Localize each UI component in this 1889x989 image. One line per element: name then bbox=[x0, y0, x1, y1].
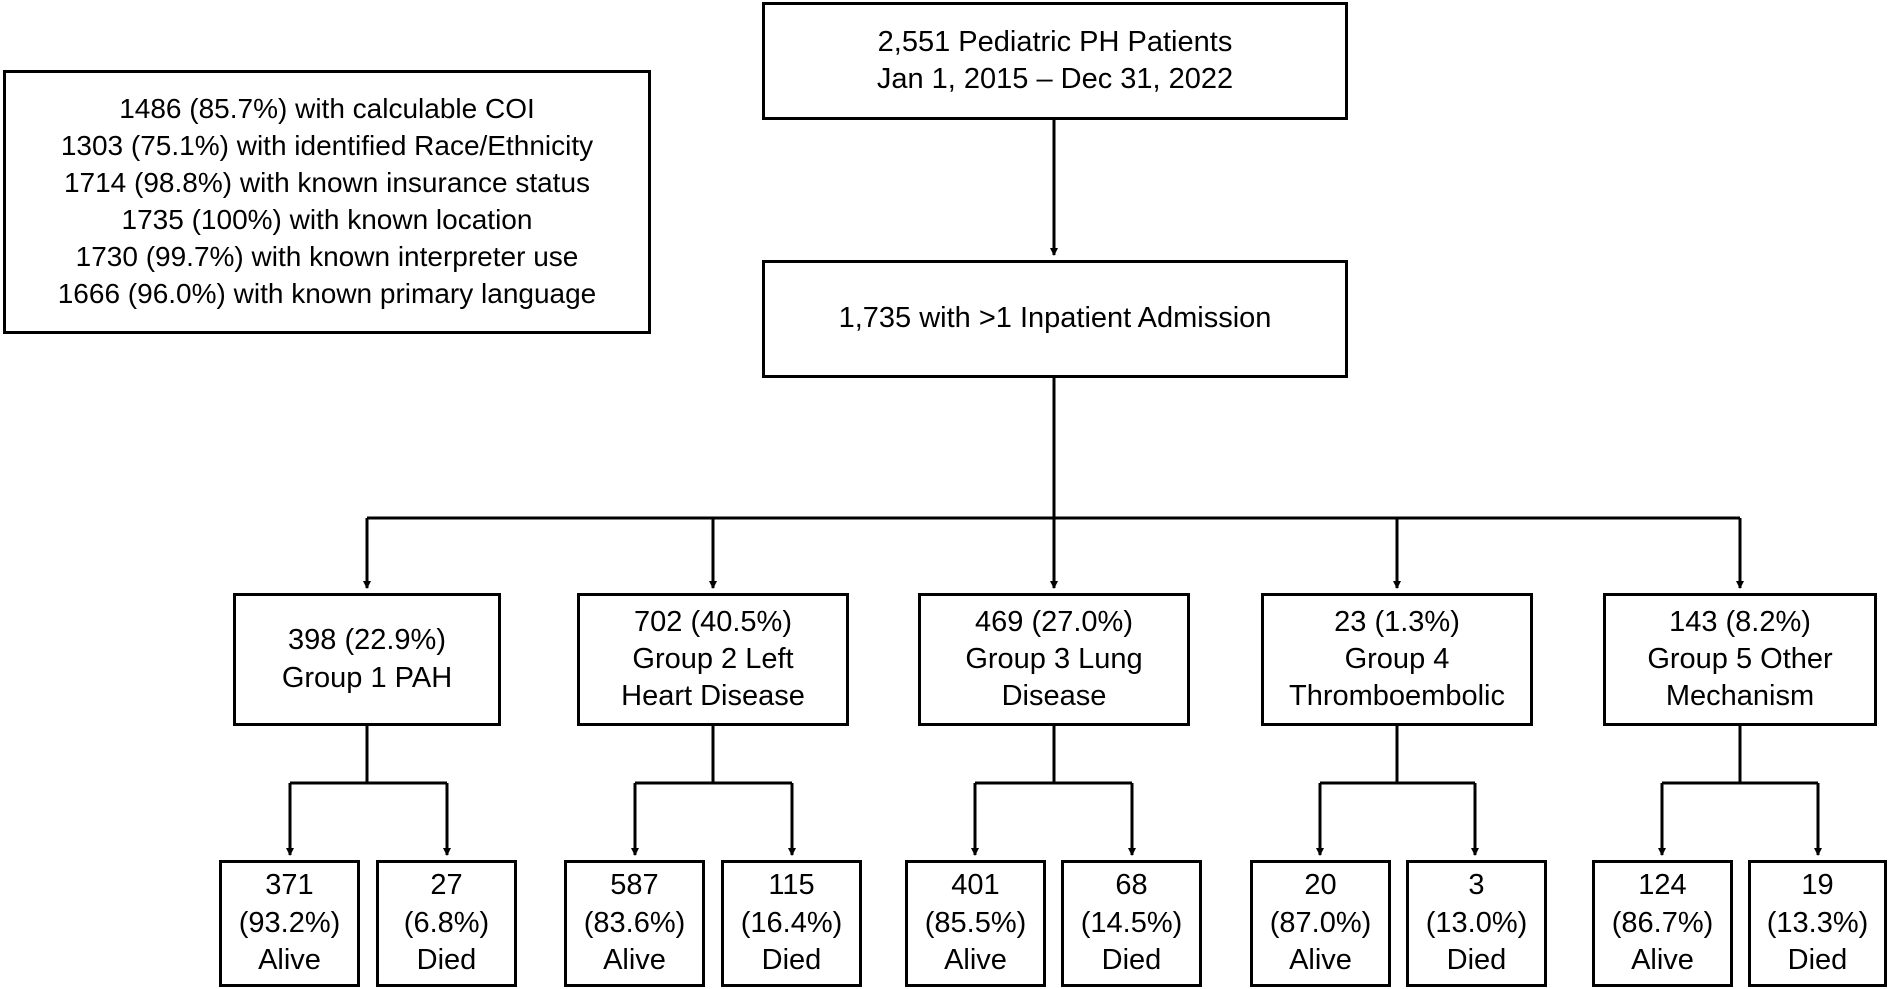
outcome-count: 20 bbox=[1304, 868, 1337, 901]
outcome-label: Alive bbox=[1289, 944, 1352, 977]
root-date-range: Jan 1, 2015 – Dec 31, 2022 bbox=[876, 63, 1234, 95]
group-4-box: 23 (1.3%) Group 4 Thromboembolic bbox=[1261, 593, 1533, 726]
outcome-count: 401 bbox=[951, 868, 1000, 901]
outcome-label: Died bbox=[416, 944, 477, 977]
group-label: Mechanism bbox=[1665, 680, 1815, 713]
outcome-percent: (85.5%) bbox=[924, 906, 1027, 939]
outcome-percent: (14.5%) bbox=[1080, 906, 1183, 939]
outcome-count: 124 bbox=[1638, 868, 1687, 901]
outcome-label: Died bbox=[1446, 944, 1507, 977]
group-label: Thromboembolic bbox=[1289, 680, 1505, 713]
outcome-percent: (6.8%) bbox=[403, 906, 490, 939]
outcome-count: 19 bbox=[1801, 868, 1834, 901]
outcome-label: Died bbox=[1101, 944, 1162, 977]
group-4-alive-box: 20 (87.0%) Alive bbox=[1250, 860, 1391, 987]
outcome-count: 3 bbox=[1468, 868, 1485, 901]
completeness-line: 1303 (75.1%) with identified Race/Ethnic… bbox=[60, 130, 594, 162]
group-count: 702 (40.5%) bbox=[634, 605, 792, 638]
outcome-percent: (93.2%) bbox=[238, 906, 341, 939]
group-label: Group 1 PAH bbox=[281, 661, 453, 694]
group-5-died-box: 19 (13.3%) Died bbox=[1748, 860, 1887, 987]
outcome-percent: (13.3%) bbox=[1766, 906, 1869, 939]
group-5-box: 143 (8.2%) Group 5 Other Mechanism bbox=[1603, 593, 1877, 726]
data-completeness-box: 1486 (85.7%) with calculable COI 1303 (7… bbox=[3, 70, 651, 334]
group-label: Group 3 Lung bbox=[965, 642, 1143, 675]
cohort-label: 1,735 with >1 Inpatient Admission bbox=[838, 302, 1272, 335]
group-count: 398 (22.9%) bbox=[288, 624, 446, 657]
group-label: Heart Disease bbox=[621, 680, 805, 713]
outcome-percent: (83.6%) bbox=[583, 906, 686, 939]
inpatient-cohort-box: 1,735 with >1 Inpatient Admission bbox=[762, 260, 1348, 378]
group-3-box: 469 (27.0%) Group 3 Lung Disease bbox=[918, 593, 1190, 726]
group-1-box: 398 (22.9%) Group 1 PAH bbox=[233, 593, 501, 726]
group-2-box: 702 (40.5%) Group 2 Left Heart Disease bbox=[577, 593, 849, 726]
group-label: Disease bbox=[1001, 680, 1107, 713]
group-5-alive-box: 124 (86.7%) Alive bbox=[1592, 860, 1733, 987]
outcome-count: 587 bbox=[610, 868, 659, 901]
outcome-percent: (13.0%) bbox=[1425, 906, 1528, 939]
outcome-label: Died bbox=[1787, 944, 1848, 977]
outcome-percent: (86.7%) bbox=[1611, 906, 1714, 939]
outcome-label: Alive bbox=[603, 944, 666, 977]
completeness-line: 1730 (99.7%) with known interpreter use bbox=[75, 240, 579, 272]
root-patients-box: 2,551 Pediatric PH Patients Jan 1, 2015 … bbox=[762, 2, 1348, 120]
group-1-alive-box: 371 (93.2%) Alive bbox=[219, 860, 360, 987]
completeness-line: 1486 (85.7%) with calculable COI bbox=[119, 93, 535, 125]
outcome-count: 68 bbox=[1115, 868, 1148, 901]
group-1-died-box: 27 (6.8%) Died bbox=[376, 860, 517, 987]
group-2-died-box: 115 (16.4%) Died bbox=[721, 860, 862, 987]
group-3-died-box: 68 (14.5%) Died bbox=[1061, 860, 1202, 987]
outcome-count: 371 bbox=[265, 868, 314, 901]
group-label: Group 2 Left bbox=[632, 642, 794, 675]
group-count: 143 (8.2%) bbox=[1669, 605, 1811, 638]
completeness-line: 1714 (98.8%) with known insurance status bbox=[63, 167, 591, 199]
group-label: Group 5 Other bbox=[1647, 642, 1833, 675]
outcome-count: 115 bbox=[768, 868, 815, 901]
outcome-label: Died bbox=[761, 944, 822, 977]
completeness-line: 1666 (96.0%) with known primary language bbox=[57, 277, 597, 309]
group-count: 23 (1.3%) bbox=[1334, 605, 1460, 638]
group-2-alive-box: 587 (83.6%) Alive bbox=[564, 860, 705, 987]
outcome-percent: (87.0%) bbox=[1269, 906, 1372, 939]
group-label: Group 4 bbox=[1344, 642, 1450, 675]
group-4-died-box: 3 (13.0%) Died bbox=[1406, 860, 1547, 987]
root-count-label: 2,551 Pediatric PH Patients bbox=[877, 25, 1233, 58]
completeness-line: 1735 (100%) with known location bbox=[121, 204, 533, 235]
outcome-label: Alive bbox=[944, 944, 1007, 977]
outcome-count: 27 bbox=[430, 868, 463, 901]
outcome-label: Alive bbox=[1631, 944, 1694, 977]
outcome-percent: (16.4%) bbox=[740, 906, 843, 939]
outcome-label: Alive bbox=[258, 944, 321, 977]
group-count: 469 (27.0%) bbox=[975, 605, 1133, 638]
group-3-alive-box: 401 (85.5%) Alive bbox=[905, 860, 1046, 987]
